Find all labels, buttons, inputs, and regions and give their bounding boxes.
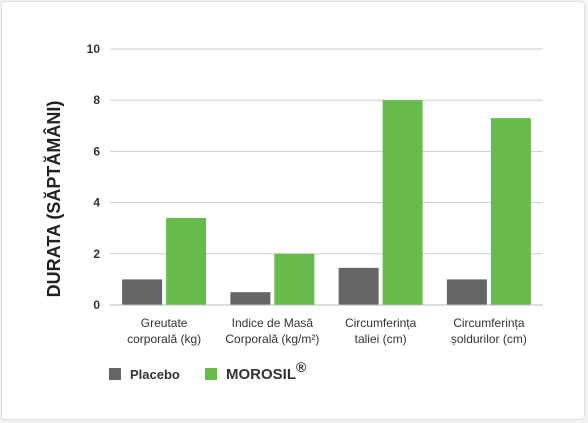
legend-swatch-morosil (205, 368, 217, 380)
x-category-label: Indice de Masă Corporală (kg/m²) (225, 316, 319, 346)
bar-morosil-3 (490, 118, 531, 306)
bar-placebo-2 (338, 267, 379, 305)
x-category-label: Circumferința șoldurilor (cm) (451, 316, 527, 346)
y-tick-label: 6 (93, 144, 100, 158)
legend-label-placebo: Placebo (130, 367, 180, 382)
bars (122, 100, 531, 306)
legend-swatch-placebo (109, 368, 121, 380)
y-tick-label: 0 (93, 298, 100, 312)
legend-series-name: Placebo (130, 367, 180, 382)
legend-registered-mark: ® (296, 359, 307, 375)
bar-morosil-2 (382, 100, 423, 305)
bar-morosil-0 (166, 217, 207, 305)
bar-morosil-1 (274, 253, 315, 305)
x-category-label-line: Circumferința (345, 316, 417, 330)
x-category-label-line: șoldurilor (cm) (451, 332, 527, 346)
y-tick-label: 10 (87, 42, 101, 56)
x-category-label-line: Circumferința (453, 316, 525, 330)
y-tick-label: 8 (93, 93, 100, 107)
legend: Placebo MOROSIL® (109, 359, 307, 383)
x-category-label: Greutate corporală (kg) (127, 316, 201, 346)
y-axis-label: DURATA (SĂPTĂMÂNI) (43, 101, 64, 298)
bar-placebo-0 (122, 279, 163, 305)
x-category-label-line: taliei (cm) (355, 332, 407, 346)
legend-series-name: MOROSIL (226, 366, 296, 383)
y-axis-ticks: 0 2 4 6 8 10 (87, 42, 101, 312)
x-category-label-line: corporală (kg) (127, 332, 201, 346)
x-category-label-line: Corporală (kg/m²) (225, 332, 319, 346)
legend-label-morosil: MOROSIL® (226, 359, 307, 383)
x-category-label-line: Indice de Masă (232, 316, 314, 330)
bar-placebo-1 (230, 292, 271, 305)
x-axis-categories: Greutate corporală (kg) Indice de Masă Corp… (127, 316, 527, 346)
y-tick-label: 4 (93, 196, 100, 210)
y-tick-label: 2 (93, 247, 100, 261)
bar-placebo-3 (446, 279, 487, 305)
x-category-label: Circumferința taliei (cm) (345, 316, 417, 346)
x-category-label-line: Greutate (141, 316, 188, 330)
